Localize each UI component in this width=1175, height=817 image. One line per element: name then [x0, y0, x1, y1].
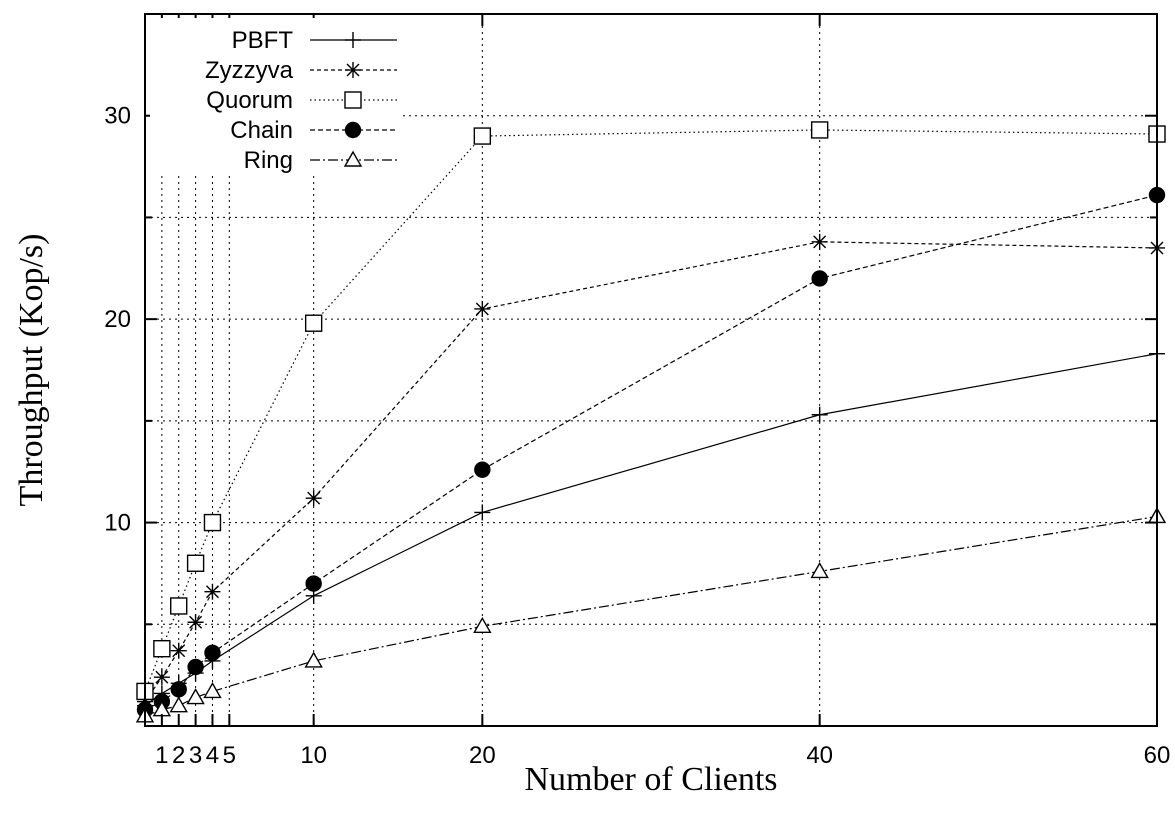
data-point: [345, 32, 361, 48]
y-tick-label: 20: [104, 306, 131, 333]
data-point: [304, 651, 323, 668]
data-point: [305, 575, 322, 592]
x-tick-label: 3: [189, 742, 202, 769]
data-point: [344, 121, 362, 139]
data-point: [473, 127, 492, 145]
data-point: [344, 91, 362, 109]
x-tick-label: 40: [806, 742, 833, 769]
x-tick-label: 2: [172, 742, 185, 769]
data-point: [204, 644, 221, 661]
data-point: [203, 682, 222, 699]
data-point: [810, 561, 829, 579]
series-line: [144, 515, 1158, 717]
data-point: [305, 490, 322, 507]
series-line: [144, 129, 1158, 692]
data-point: [304, 314, 323, 332]
data-point: [170, 642, 187, 659]
legend-entry: Chain: [230, 117, 397, 144]
series-line: [144, 241, 1158, 702]
data-point: [811, 270, 828, 287]
x-axis-label: Number of Clients: [524, 761, 777, 798]
data-point: [169, 696, 188, 713]
data-point: [474, 461, 491, 478]
series-line: [144, 194, 1158, 711]
series-zyzzyva: [137, 233, 1165, 710]
legend-label: PBFT: [232, 27, 294, 54]
data-point: [473, 616, 492, 634]
data-point: [170, 681, 187, 698]
y-tick-label: 30: [104, 103, 131, 130]
x-tick-label: 4: [206, 742, 219, 769]
data-point: [203, 513, 222, 532]
data-point: [170, 597, 188, 615]
x-tick-label: 60: [1144, 742, 1171, 769]
legend-label: Zyzzyva: [205, 57, 294, 84]
x-tick-label: 20: [469, 742, 496, 769]
x-tick-label: 1: [155, 742, 168, 769]
data-point: [153, 669, 170, 686]
legend-entry: Zyzzyva: [205, 57, 397, 84]
data-point: [187, 614, 204, 631]
y-axis-label: Throughput (Kop/s): [13, 234, 50, 507]
data-point: [153, 639, 171, 658]
data-point: [343, 150, 363, 167]
legend-entry: Ring: [244, 147, 397, 174]
data-point: [811, 233, 828, 250]
y-tick-label: 10: [104, 510, 131, 537]
legend: PBFT Zyzzyva Quorum Chain Ring: [150, 18, 400, 174]
data-point: [187, 658, 204, 676]
data-point: [810, 121, 829, 139]
data-point: [474, 504, 491, 521]
data-point: [345, 62, 361, 78]
data-point: [811, 406, 828, 423]
legend-label: Chain: [230, 117, 293, 144]
legend-label: Quorum: [206, 87, 293, 114]
data-point: [204, 583, 221, 600]
series-quorum: [136, 121, 1166, 701]
legend-label: Ring: [244, 147, 293, 174]
series-ring: [135, 507, 1167, 723]
legend-entry: Quorum: [206, 87, 397, 114]
plot-frame: [144, 13, 1158, 727]
series-chain: [136, 186, 1166, 718]
series-layer: [135, 121, 1167, 723]
x-tick-label: 5: [223, 742, 236, 769]
x-tick-label: 10: [300, 742, 327, 769]
data-point: [474, 300, 491, 317]
data-point: [186, 688, 205, 705]
data-point: [186, 554, 205, 572]
series-line: [144, 353, 1158, 707]
legend-entry: PBFT: [232, 27, 397, 54]
series-pbft: [137, 345, 1165, 714]
